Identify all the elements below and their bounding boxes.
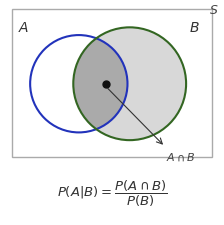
Polygon shape — [73, 38, 127, 129]
Text: $S$: $S$ — [209, 4, 219, 17]
Text: $B$: $B$ — [189, 21, 199, 35]
Text: $P(A|B) = \dfrac{P(A \cap B)}{P(B)}$: $P(A|B) = \dfrac{P(A \cap B)}{P(B)}$ — [57, 179, 167, 209]
Text: $A \cap B$: $A \cap B$ — [166, 151, 196, 163]
Bar — [13, 9, 211, 157]
Text: $A$: $A$ — [18, 21, 29, 35]
Circle shape — [73, 27, 186, 140]
